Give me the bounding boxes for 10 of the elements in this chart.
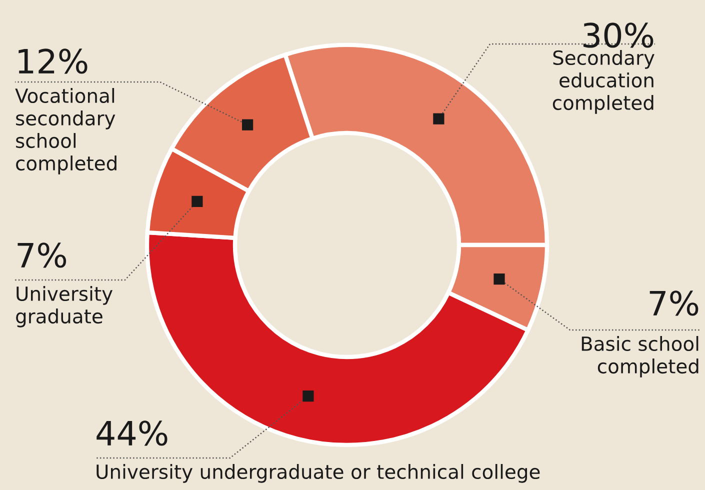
data-label: 44% — [96, 420, 168, 446]
data-label: 12% — [18, 48, 88, 74]
data-label: 30% — [583, 22, 654, 48]
slice-label: University graduate — [16, 286, 113, 328]
slice-label: Secondary education completed — [552, 50, 654, 114]
slice-label: University undergraduate or technical college — [96, 464, 540, 483]
data-label: 7% — [650, 290, 698, 316]
data-label: 7% — [18, 242, 66, 268]
slice-label: Basic school completed — [582, 336, 698, 378]
slice-label: Vocational secondary school completed — [15, 88, 116, 174]
